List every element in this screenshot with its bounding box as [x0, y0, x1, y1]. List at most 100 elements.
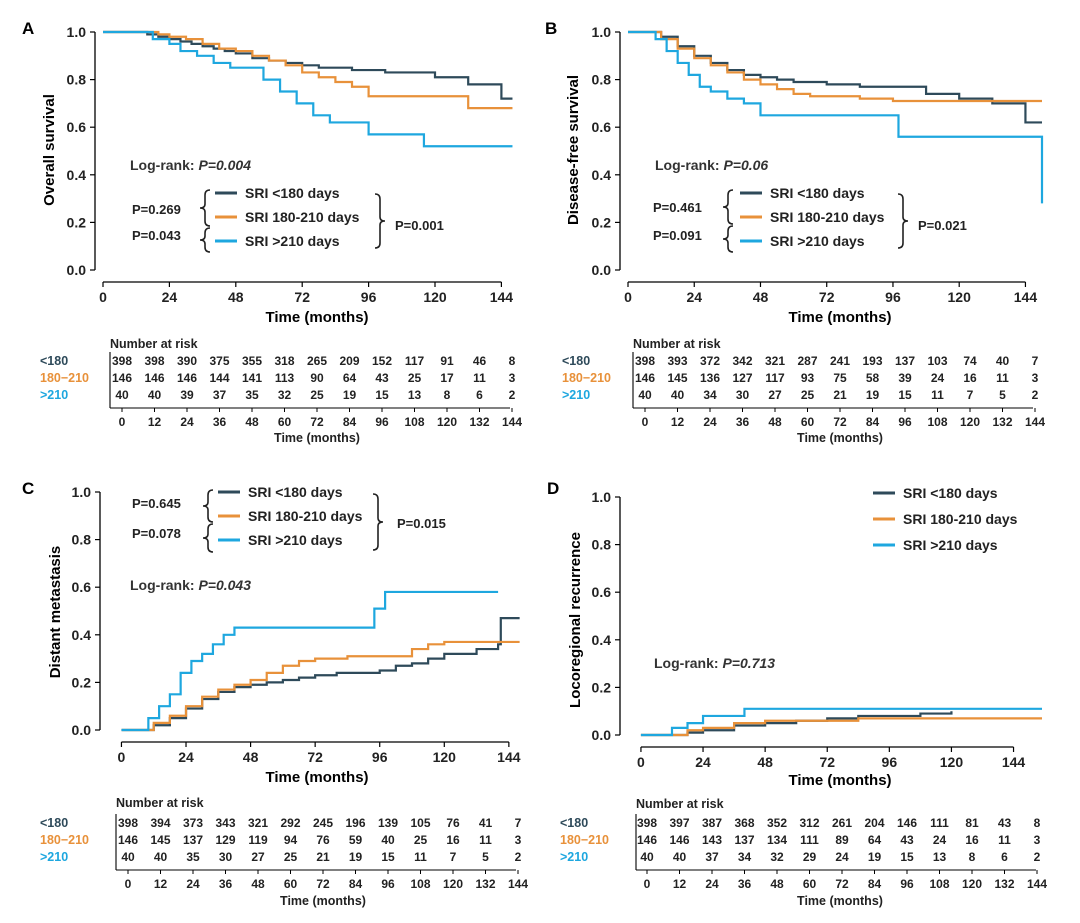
brace-right — [374, 193, 386, 249]
legend-label: SRI >210 days — [248, 532, 343, 548]
risk-value: 342 — [732, 354, 752, 368]
pvalue-overall: P=0.001 — [395, 218, 444, 233]
risk-value: 398 — [112, 354, 132, 368]
y-tick-label: 0.0 — [67, 262, 87, 278]
x-tick-label: 24 — [178, 749, 194, 765]
logrank-prefix: Log-rank: — [655, 157, 723, 173]
risk-time-label: 48 — [251, 877, 265, 891]
risk-value: 40 — [996, 354, 1010, 368]
risk-value: 3 — [515, 833, 522, 847]
risk-time-label: 144 — [1027, 877, 1047, 891]
x-tick-label: 120 — [433, 749, 457, 765]
x-tick-label: 24 — [686, 289, 702, 305]
x-tick-label: 24 — [695, 754, 711, 770]
risk-value: 40 — [638, 388, 652, 402]
risk-time-label: 24 — [703, 415, 717, 429]
y-axis-label: Disease-free survival — [565, 75, 582, 225]
risk-value: 40 — [148, 388, 162, 402]
risk-value: 25 — [408, 371, 422, 385]
y-axis-label: Locoregional recurrence — [567, 532, 584, 708]
risk-time-label: 12 — [673, 877, 687, 891]
y-tick-label: 0.2 — [67, 214, 87, 230]
risk-table-xlabel: Time (months) — [797, 431, 883, 445]
risk-value: 46 — [473, 354, 487, 368]
risk-value: 93 — [801, 371, 815, 385]
panel-b: B Disease-free survival Time (months) Lo… — [545, 19, 1045, 445]
risk-value: 59 — [349, 833, 363, 847]
pvalue-pair-2: P=0.043 — [132, 228, 181, 243]
risk-value: 34 — [738, 850, 752, 864]
logrank-p: P=0.004 — [198, 157, 251, 173]
risk-value: 6 — [1001, 850, 1008, 864]
risk-value: 105 — [410, 816, 430, 830]
pvalue-pair-2: P=0.078 — [132, 526, 181, 541]
risk-value: 7 — [450, 850, 457, 864]
risk-value: 39 — [898, 371, 912, 385]
legend-label: SRI >210 days — [903, 537, 998, 553]
legend-label: SRI 180-210 days — [903, 511, 1018, 527]
x-tick-label: 120 — [948, 289, 972, 305]
risk-value: 16 — [446, 833, 460, 847]
risk-value: 43 — [998, 816, 1012, 830]
risk-value: 113 — [275, 371, 295, 385]
brace-left-bottom — [202, 523, 214, 553]
risk-time-label: 108 — [404, 415, 424, 429]
risk-value: 25 — [414, 833, 428, 847]
risk-time-label: 132 — [994, 877, 1014, 891]
risk-time-label: 60 — [803, 877, 817, 891]
x-tick-label: 120 — [423, 289, 447, 305]
risk-value: 127 — [732, 371, 752, 385]
risk-value: 94 — [284, 833, 298, 847]
risk-value: 5 — [482, 850, 489, 864]
x-tick-label: 24 — [162, 289, 178, 305]
legend-label: SRI 180-210 days — [248, 508, 363, 524]
risk-time-label: 36 — [219, 877, 233, 891]
x-tick-label: 72 — [819, 754, 835, 770]
risk-time-label: 24 — [705, 877, 719, 891]
risk-value: 8 — [1034, 816, 1041, 830]
risk-value: 287 — [797, 354, 817, 368]
risk-table-xlabel: Time (months) — [274, 431, 360, 445]
risk-value: 15 — [898, 388, 912, 402]
legend-label: SRI <180 days — [770, 185, 865, 201]
risk-value: 16 — [965, 833, 979, 847]
risk-value: 398 — [637, 816, 657, 830]
y-tick-label: 0.8 — [72, 532, 92, 548]
risk-value: 111 — [800, 833, 819, 847]
risk-time-label: 72 — [316, 877, 330, 891]
risk-value: 2 — [1032, 388, 1039, 402]
risk-time-label: 12 — [148, 415, 162, 429]
risk-value: 11 — [479, 833, 492, 847]
risk-time-label: 60 — [284, 877, 298, 891]
y-tick-label: 0.2 — [592, 679, 612, 695]
risk-value: 117 — [765, 371, 785, 385]
risk-value: 40 — [673, 850, 687, 864]
series-line-gt210 — [103, 30, 513, 148]
y-tick-label: 0.6 — [72, 579, 92, 595]
logrank-annotation: Log-rank: P=0.06 — [655, 157, 768, 173]
risk-value: 146 — [118, 833, 138, 847]
risk-value: 373 — [183, 816, 203, 830]
risk-value: 245 — [313, 816, 333, 830]
y-axis-label: Distant metastasis — [47, 546, 64, 679]
x-tick-label: 72 — [294, 289, 310, 305]
y-tick-label: 0.8 — [67, 72, 87, 88]
risk-time-label: 96 — [381, 877, 395, 891]
risk-value: 398 — [118, 816, 138, 830]
risk-time-label: 144 — [502, 415, 522, 429]
x-tick-label: 48 — [753, 289, 769, 305]
risk-value: 40 — [671, 388, 685, 402]
risk-value: 394 — [150, 816, 170, 830]
legend-label: SRI <180 days — [248, 484, 343, 500]
risk-value: 41 — [479, 816, 493, 830]
series-line-lt180 — [103, 30, 513, 100]
risk-value: 136 — [700, 371, 720, 385]
risk-time-label: 60 — [278, 415, 292, 429]
risk-value: 292 — [280, 816, 300, 830]
risk-value: 397 — [669, 816, 689, 830]
brace-left-top — [202, 489, 214, 523]
risk-time-label: 36 — [213, 415, 227, 429]
panel-letter: A — [22, 19, 34, 38]
risk-value: 19 — [343, 388, 357, 402]
